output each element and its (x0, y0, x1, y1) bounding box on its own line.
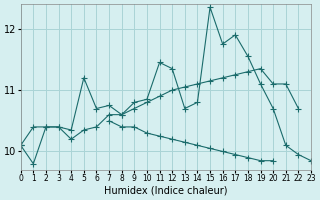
X-axis label: Humidex (Indice chaleur): Humidex (Indice chaleur) (104, 186, 228, 196)
